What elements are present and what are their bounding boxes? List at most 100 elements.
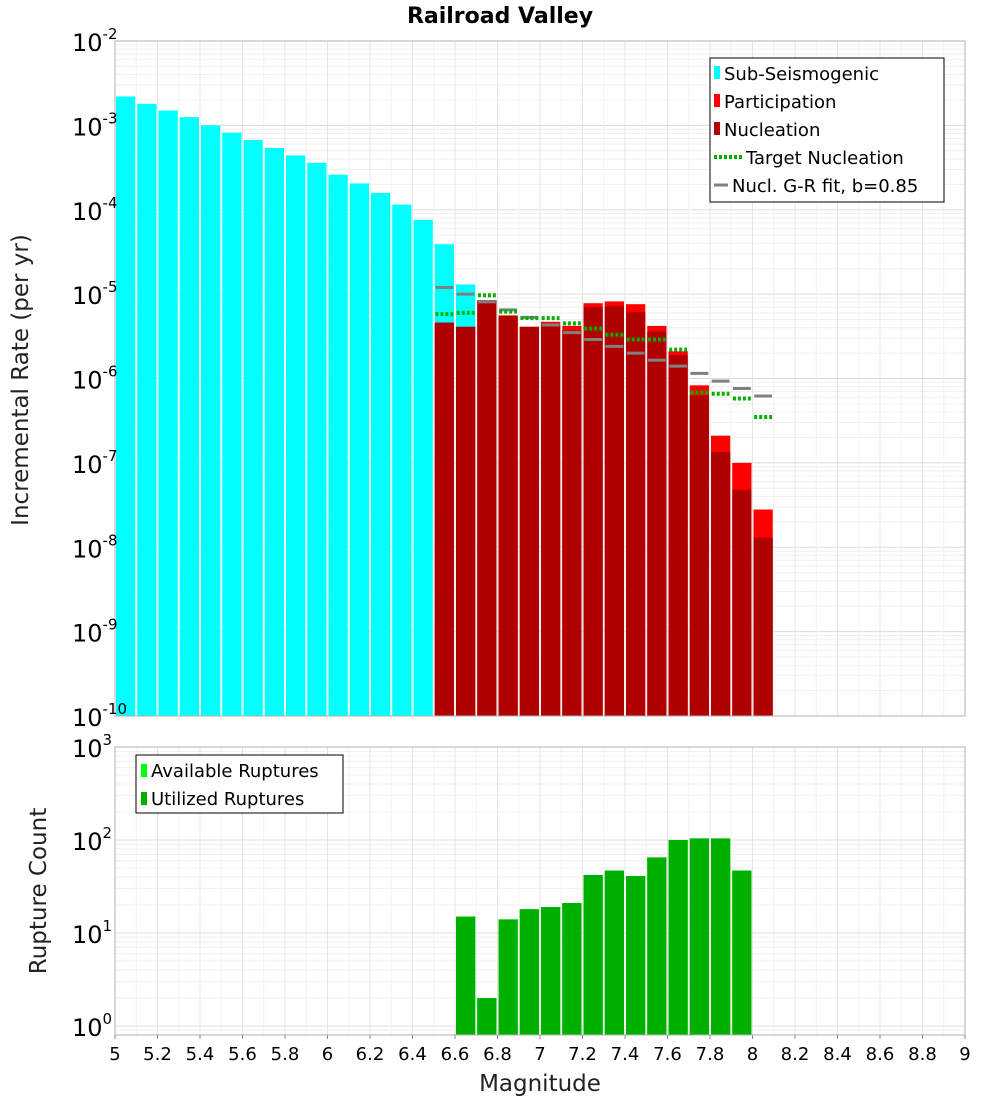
utilized-ruptures-bar (711, 838, 731, 1035)
x-tick-label: 6.2 (356, 1044, 385, 1065)
utilized-ruptures-bar (519, 909, 539, 1035)
sub-seismogenic-bar (371, 192, 391, 717)
count-y-axis-label: Rupture Count (26, 808, 52, 974)
utilized-ruptures-bar (732, 870, 752, 1035)
count-y-tick-label: 101 (72, 917, 112, 949)
utilized-ruptures-bar (626, 876, 646, 1035)
x-tick-label: 9 (959, 1044, 970, 1065)
count-y-tick-label: 102 (72, 824, 112, 856)
x-tick-label: 7.4 (611, 1044, 640, 1065)
legend-label-target-nucleation: Target Nucleation (745, 148, 904, 169)
nucleation-bar (541, 325, 561, 716)
nucleation-bar (498, 316, 518, 716)
rate-y-tick-label: 10-7 (72, 447, 118, 479)
utilized-ruptures-bar (498, 919, 518, 1035)
sub-seismogenic-bar (413, 219, 433, 717)
sub-seismogenic-bar (179, 117, 199, 716)
legend-label-available-ruptures: Available Ruptures (151, 761, 319, 782)
rate-y-ticks: 10-10 10-9 10-8 10-7 10-6 10-5 10-4 10-3 10-2 (72, 25, 127, 732)
utilized-ruptures-bar (541, 907, 561, 1035)
legend-swatch-participation (714, 94, 720, 107)
x-tick-label: 8.4 (823, 1044, 852, 1065)
sub-seismogenic-bar (307, 162, 327, 716)
legend-label-sub-seismogenic: Sub-Seismogenic (724, 64, 879, 85)
legend-label-participation: Participation (724, 92, 836, 113)
nucleation-bar (434, 322, 454, 716)
x-tick-label: 6.4 (398, 1044, 427, 1065)
legend-swatch-nucleation (714, 122, 720, 135)
sub-seismogenic-bar (392, 204, 412, 717)
sub-seismogenic-bar (243, 140, 263, 717)
count-x-ticks: 5 5.2 5.4 5.6 5.8 6 6.2 6.4 6.6 6.8 7 7.2 7.4 7.6 7.8 8… (109, 1035, 971, 1065)
rate-legend-box (709, 57, 945, 203)
rate-y-axis-label: Incremental Rate (per yr) (8, 234, 34, 526)
utilized-ruptures-bar (647, 857, 667, 1035)
x-tick-label: 8.8 (908, 1044, 937, 1065)
nucleation-bar (477, 301, 497, 716)
rate-y-tick-label: 10-5 (72, 278, 118, 310)
rate-y-tick-label: 10-3 (72, 109, 118, 141)
sub-seismogenic-bar (222, 132, 242, 716)
count-legend: Available Ruptures Utilized Ruptures (135, 754, 344, 814)
rate-plot-frame (114, 40, 966, 717)
sub-seismogenic-bar (137, 103, 157, 717)
legend-swatch-utilized-ruptures (141, 792, 147, 805)
rate-y-tick-label: 10-6 (72, 363, 118, 395)
sub-seismogenic-bar (158, 110, 178, 716)
rate-y-tick-label: 10-2 (72, 25, 118, 57)
rate-y-tick-label: 10-9 (72, 616, 118, 648)
x-tick-label: 8.6 (866, 1044, 895, 1065)
x-tick-label: 7.6 (653, 1044, 682, 1065)
x-tick-label: 7 (534, 1044, 545, 1065)
utilized-ruptures-bar (604, 870, 624, 1035)
x-tick-label: 7.2 (568, 1044, 597, 1065)
sub-seismogenic-bar (264, 147, 284, 716)
utilized-ruptures-bar (583, 875, 603, 1035)
x-tick-label: 6 (322, 1044, 333, 1065)
nucleation-bar (711, 451, 731, 716)
rate-y-tick-label: 10-8 (72, 531, 118, 563)
x-tick-label: 5.2 (143, 1044, 172, 1065)
utilized-ruptures-bar (689, 838, 709, 1035)
chart-title: Railroad Valley (407, 4, 593, 29)
x-tick-label: 8 (747, 1044, 758, 1065)
x-tick-label: 6.8 (483, 1044, 512, 1065)
count-y-tick-label: 103 (72, 731, 112, 763)
sub-seismogenic-bar (286, 155, 306, 716)
legend-label-utilized-ruptures: Utilized Ruptures (151, 789, 304, 810)
count-bars (456, 838, 752, 1035)
legend-label-gr-fit: Nucl. G-R fit, b=0.85 (732, 176, 918, 197)
x-tick-label: 7.8 (696, 1044, 725, 1065)
utilized-ruptures-bar (456, 916, 476, 1035)
x-axis-label: Magnitude (479, 1071, 601, 1097)
sub-seismogenic-bar (201, 125, 221, 716)
utilized-ruptures-bar (562, 903, 582, 1035)
rate-lines (435, 285, 773, 419)
nucleation-bar (456, 326, 476, 716)
nucleation-bar (647, 331, 667, 716)
nucleation-bar (732, 489, 752, 716)
nucleation-bar (668, 354, 688, 716)
x-tick-label: 6.6 (441, 1044, 470, 1065)
nucleation-bar (604, 306, 624, 716)
nucleation-bar (689, 395, 709, 716)
rate-y-tick-label: 10-4 (72, 194, 118, 226)
legend-label-nucleation: Nucleation (724, 120, 820, 141)
utilized-ruptures-bar (668, 839, 688, 1035)
nucleation-bar (626, 312, 646, 716)
nucleation-bar (753, 537, 773, 716)
rate-bars (116, 96, 773, 717)
count-y-ticks: 100 101 102 103 (72, 731, 112, 1042)
nucleation-bar (562, 330, 582, 716)
rate-legend: Sub-Seismogenic Participation Nucleation… (709, 57, 945, 203)
legend-swatch-sub-seismogenic (714, 66, 720, 79)
x-tick-label: 8.2 (781, 1044, 810, 1065)
x-tick-label: 5.8 (271, 1044, 300, 1065)
x-tick-label: 5.6 (228, 1044, 257, 1065)
x-tick-label: 5 (109, 1044, 120, 1065)
sub-seismogenic-bar (349, 183, 369, 716)
x-tick-label: 5.4 (186, 1044, 215, 1065)
sub-seismogenic-bar (328, 174, 348, 716)
nucleation-bar (583, 307, 603, 716)
